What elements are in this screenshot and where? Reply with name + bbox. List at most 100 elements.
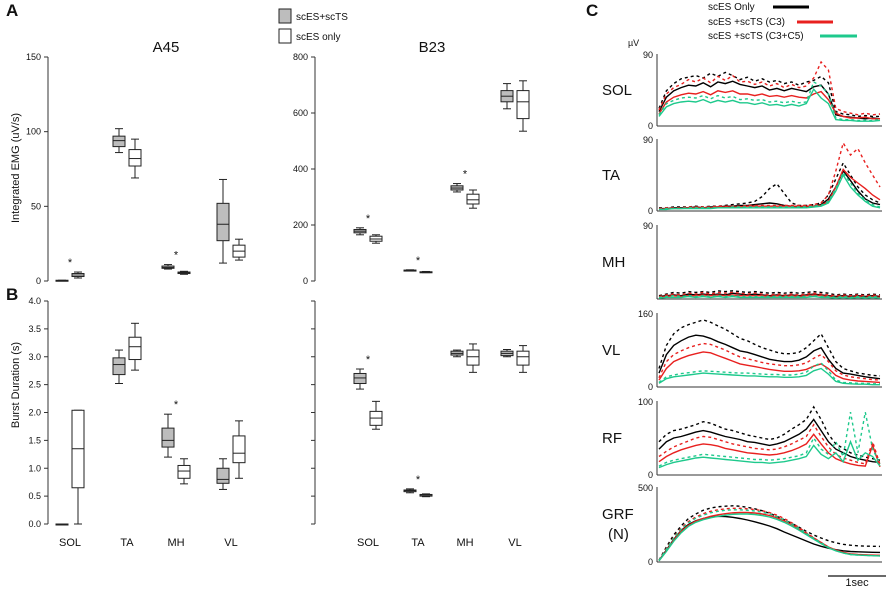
muscle-label: TA [602,167,620,184]
box-scES+scTS-MH [450,183,464,193]
trace-line [658,81,881,122]
box-scES+scTS-MH [161,264,175,270]
y-tick-label: 1.0 [28,463,41,473]
category-label: MH [456,537,473,549]
xscale-label: 1sec [845,577,869,589]
y-tick-label: 3.0 [28,352,41,362]
box-scES only-SOL [369,234,383,244]
trace-line [658,171,881,211]
box-scES+scTS-MH [161,413,175,458]
category-label: VL [224,537,237,549]
box-scES only-SOL [71,271,85,279]
trace-line [658,90,880,120]
category-label: SOL [357,537,379,549]
chart-marks: 0 50 100 150 * * 0 200 400 600 800 * * * 0.0 0.5 1.0 1.5 2… [26,50,886,577]
box-iqr [128,336,142,361]
box-iqr [112,135,126,148]
box-scES only-MH [466,343,480,373]
trace-line [658,291,881,298]
box-iqr [216,467,230,484]
box-scES only-VL [232,238,246,261]
y-tick-label: 600 [293,108,308,118]
box-scES+scTS-VL [216,458,230,490]
trace-line [658,60,881,116]
y-tick-label: 150 [26,52,41,62]
trace-line [658,334,881,380]
box-scES only-SOL [369,400,383,430]
muscle-label: RF [602,430,622,447]
trace-line [659,173,881,211]
y-tick-label: 50 [31,201,41,211]
legend-swatch-open [278,28,292,44]
box-iqr [128,149,142,167]
box-scES only-MH [466,189,480,209]
trace-row-vl: 160 0 VL [602,309,882,392]
box-iqr [466,193,480,205]
box-iqr [516,90,530,120]
trace-line [658,294,881,299]
trace-line [658,295,881,299]
y-tick-label: 4.0 [28,296,41,306]
box-scES only-TA [419,270,433,274]
significance-marker: * [366,213,371,225]
category-label: MH [167,537,184,549]
box-scES+scTS-VL [216,178,230,264]
panel-label-b: B [6,285,18,304]
y-max-label: 500 [638,483,653,493]
unit-label: µV [628,38,639,48]
box-scES+scTS-SOL [353,227,367,236]
box-scES+scTS-SOL [55,279,69,282]
y-tick-label: 1.5 [28,435,41,445]
box-panel-B23-burst: * * SOL TA MH VL [311,300,530,549]
significance-marker: * [416,255,421,267]
box-scES only-VL [516,80,530,132]
muscle-label: MH [602,254,625,271]
box-scES only-MH [177,270,191,275]
box-scES+scTS-TA [112,349,126,385]
significance-marker: * [366,354,371,366]
significance-marker: * [174,250,179,262]
muscle-unit-label: (N) [608,526,629,543]
box-scES only-TA [419,493,433,498]
box-scES only-VL [232,420,246,479]
legend-swatch-filled [278,8,292,24]
trace-line [658,71,880,118]
trace-line [658,319,881,377]
category-label: TA [120,537,134,549]
category-label: SOL [59,537,81,549]
box-scES+scTS-TA [403,269,417,272]
muscle-label: GRF [602,506,634,523]
y-tick-label: 0 [303,276,308,286]
ylabel-emg: Integrated EMG (uV/s) [10,113,22,223]
significance-marker: * [416,474,421,486]
y-tick-label: 0.0 [28,519,41,529]
panel-label-a: A [6,1,18,20]
trace-line [659,161,881,209]
y-tick-label: 2.5 [28,380,41,390]
box-iqr [232,435,246,464]
box-iqr [177,464,191,479]
box-iqr [161,427,175,448]
panel-labels: A B C [6,1,598,304]
trace-line [658,439,881,469]
box-scES+scTS-SOL [55,523,69,526]
muscle-label: VL [602,342,620,359]
category-label: TA [411,537,425,549]
box-iqr [216,202,230,242]
legend-label-open: scES only [296,32,340,43]
trace-line [658,292,881,298]
trace-legend: scES Only scES +scTS (C3) scES +scTS (C3… [708,2,857,42]
category-label: VL [508,537,521,549]
panel-label-c: C [586,1,598,20]
box-panel-A45-burst: 0.0 0.5 1.0 1.5 2.0 2.5 3.0 3.5 4.0 * SOL TA MH VL [28,296,246,549]
trace-line [658,87,881,122]
significance-marker: * [174,399,179,411]
box-scES only-TA [128,322,142,371]
trace-line [658,411,881,467]
box-scES+scTS-MH [450,349,464,358]
significance-marker: * [463,169,468,181]
box-iqr [353,372,367,385]
box-legend: scES+scTS scES only [278,8,348,44]
trace-line [658,513,881,562]
